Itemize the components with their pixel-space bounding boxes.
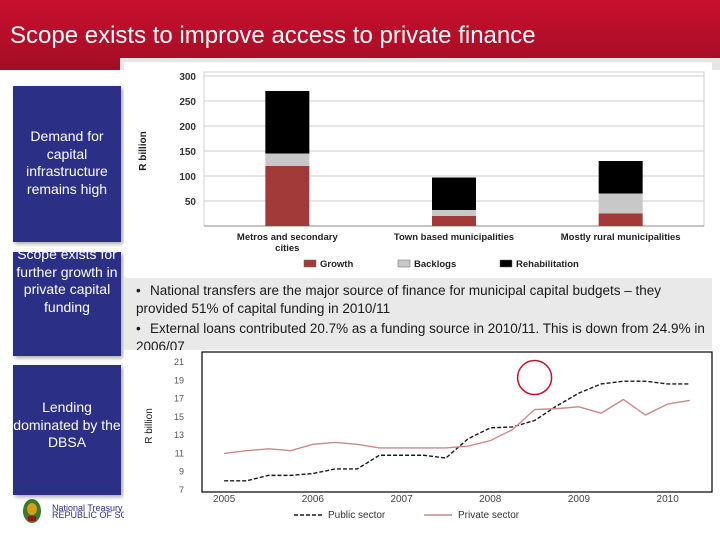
footer-treasury: National Treasury REPUBLIC OF SOUTH AFRI…	[52, 498, 182, 520]
y-tick-label: 11	[175, 448, 184, 458]
legend-label: Private sector	[458, 510, 520, 521]
x-tick-label: 2006	[302, 494, 325, 505]
side-box-demand: Demand for capital infrastructure remain…	[13, 86, 121, 242]
series-line-private-sector	[224, 398, 690, 455]
y-axis-label: R billion	[144, 408, 155, 444]
bar-growth	[265, 166, 310, 226]
bar-growth	[432, 216, 476, 226]
slide-title: Scope exists to improve access to privat…	[10, 22, 536, 49]
bullet-text-2: External loans contributed 20.7% as a fu…	[136, 321, 705, 350]
legend-label: Backlogs	[414, 259, 456, 270]
y-axis-label: R billion	[138, 131, 149, 170]
x-tick-label: cities	[275, 243, 299, 254]
bullet-text-1: National transfers are the major source …	[136, 283, 662, 316]
bullet-item: • National transfers are the major source…	[136, 282, 706, 318]
financing-trend-chart: 7 9 11 13 15 17 19 21 R billion 2005 2006 2007 2008 2…	[124, 350, 718, 525]
y-tick-label: 19	[174, 375, 184, 385]
x-tick-label: Town based municipalities	[394, 232, 514, 243]
y-tick-label: 21	[174, 357, 184, 367]
y-tick-label: 50	[185, 197, 197, 208]
y-tick-label: 17	[174, 394, 184, 404]
y-tick-label: 150	[179, 147, 196, 158]
x-tick-label: 2008	[479, 494, 502, 505]
footer-line2: REPUBLIC OF SOUTH AFRICA	[52, 510, 182, 520]
side-box-lending: Lending dominated by the DBSA	[13, 365, 121, 495]
side-box-demand-label: Demand for capital infrastructure remain…	[26, 128, 108, 197]
bullet-list: • National transfers are the major source…	[124, 278, 712, 350]
bullet-item: • External loans contributed 20.7% as a f…	[136, 320, 706, 350]
legend-swatch	[303, 259, 317, 268]
bar-backlogs	[432, 210, 476, 216]
footer-line1: National Treasury	[52, 503, 123, 513]
bullet-dot: •	[136, 283, 141, 298]
highlight-circle	[516, 359, 553, 396]
x-tick-label: 2009	[568, 494, 591, 505]
bar-rehabilitation	[432, 177, 476, 210]
y-tick-label: 7	[179, 485, 184, 495]
legend-swatch	[499, 259, 513, 268]
y-tick-label: 300	[179, 72, 196, 83]
legend-label: Public sector	[328, 510, 386, 521]
capital-demand-chart: 50 100 150 200 250 300 R billion Metros and sec…	[124, 62, 712, 276]
side-box-scope: Scope exists for further growth in priva…	[13, 252, 121, 356]
bar-rehabilitation	[265, 91, 310, 154]
y-tick-label: 250	[179, 97, 196, 108]
x-tick-label: 2007	[390, 494, 413, 505]
y-tick-label: 200	[179, 122, 196, 133]
y-tick-label: 9	[179, 467, 184, 477]
y-tick-label: 100	[179, 172, 196, 183]
bar-backlogs	[265, 153, 310, 166]
bar-backlogs	[598, 193, 643, 214]
x-tick-label: 2005	[213, 494, 236, 505]
x-tick-label: Metros and secondary	[237, 232, 339, 243]
y-tick-label: 15	[174, 412, 184, 422]
x-tick-label: Mostly rural municipalities	[561, 232, 681, 243]
plot-frame	[201, 351, 713, 493]
bar-growth	[598, 213, 643, 226]
legend-label: Growth	[320, 259, 353, 270]
legend-label: Rehabilitation	[516, 259, 579, 270]
coat-of-arms-icon	[23, 499, 41, 523]
legend-swatch	[397, 259, 411, 268]
side-box-scope-label: Scope exists for further growth in priva…	[16, 252, 118, 315]
bar-rehabilitation	[598, 161, 643, 194]
capital-demand-chart-svg: 50 100 150 200 250 300 R billion Metros and sec…	[138, 71, 705, 270]
bullet-dot: •	[136, 321, 141, 336]
side-box-lending-label: Lending dominated by the DBSA	[13, 399, 121, 450]
x-tick-label: 2010	[657, 494, 680, 505]
y-tick-label: 13	[174, 430, 184, 440]
financing-trend-chart-svg: 7 9 11 13 15 17 19 21 R billion 2005 2006 2007 2008 2…	[144, 351, 713, 521]
series-line-public-sector	[224, 380, 690, 482]
